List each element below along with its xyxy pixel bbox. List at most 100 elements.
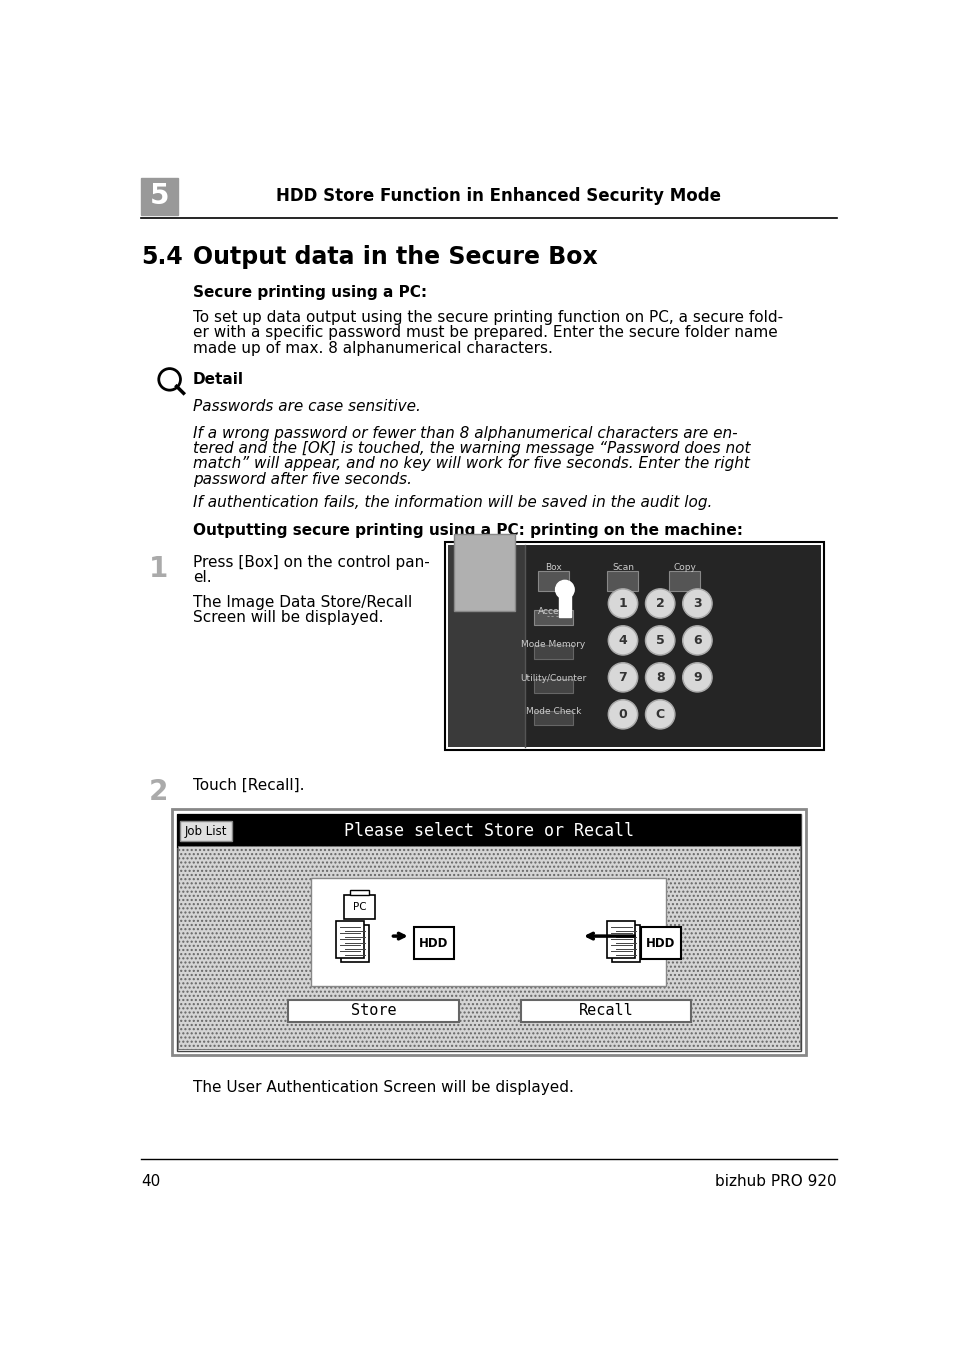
Bar <box>311 879 666 986</box>
Circle shape <box>645 589 674 618</box>
Bar <box>444 542 823 750</box>
Bar <box>669 571 700 591</box>
Text: Store: Store <box>351 1003 395 1018</box>
Text: 1: 1 <box>618 598 627 610</box>
Text: If authentication fails, the information will be saved in the audit log.: If authentication fails, the information… <box>193 495 712 510</box>
Text: HDD: HDD <box>645 937 675 949</box>
Bar <box>607 571 638 591</box>
Circle shape <box>646 627 673 653</box>
Text: Mode Check: Mode Check <box>525 707 580 717</box>
Text: Access: Access <box>537 607 568 617</box>
Text: password after five seconds.: password after five seconds. <box>193 472 412 487</box>
Bar <box>176 814 801 1051</box>
Text: Screen will be displayed.: Screen will be displayed. <box>193 610 383 626</box>
Text: To set up data output using the secure printing function on PC, a secure fold-: To set up data output using the secure p… <box>193 310 782 324</box>
Circle shape <box>682 626 711 654</box>
Text: Scan: Scan <box>612 564 634 572</box>
Circle shape <box>608 589 637 618</box>
Text: Touch [Recall].: Touch [Recall]. <box>193 779 304 794</box>
Text: 2: 2 <box>655 598 664 610</box>
Text: tered and the [OK] is touched, the warning message “Password does not: tered and the [OK] is touched, the warni… <box>193 441 750 456</box>
Text: 40: 40 <box>141 1174 160 1188</box>
Bar <box>612 925 639 961</box>
Text: 9: 9 <box>693 671 701 684</box>
Text: 5: 5 <box>655 634 664 646</box>
Bar <box>525 545 821 746</box>
Text: Recall: Recall <box>578 1003 633 1018</box>
Bar <box>340 925 369 961</box>
Bar <box>558 594 571 617</box>
Bar <box>534 679 572 692</box>
Bar <box>520 1000 691 1022</box>
Text: C: C <box>655 708 664 721</box>
Circle shape <box>646 591 673 617</box>
Bar <box>344 895 375 919</box>
Circle shape <box>683 664 710 691</box>
Text: 8: 8 <box>656 671 664 684</box>
Circle shape <box>608 700 637 729</box>
Circle shape <box>609 591 636 617</box>
Text: 2: 2 <box>149 779 168 806</box>
Text: HDD Store Function in Enhanced Security Mode: HDD Store Function in Enhanced Security … <box>276 187 720 206</box>
Bar <box>179 822 233 841</box>
Bar <box>640 927 680 959</box>
Text: Passwords are case sensitive.: Passwords are case sensitive. <box>193 399 420 415</box>
Text: bizhub PRO 920: bizhub PRO 920 <box>715 1174 836 1188</box>
Circle shape <box>683 591 710 617</box>
Bar <box>414 927 454 959</box>
Bar <box>447 545 821 746</box>
Circle shape <box>682 589 711 618</box>
Bar <box>172 808 805 1056</box>
Text: Secure printing using a PC:: Secure printing using a PC: <box>193 285 427 300</box>
Text: Outputting secure printing using a PC: printing on the machine:: Outputting secure printing using a PC: p… <box>193 523 742 538</box>
Text: 5.4: 5.4 <box>141 246 183 269</box>
Circle shape <box>646 702 673 727</box>
Bar <box>178 846 799 1049</box>
Text: PC: PC <box>353 902 366 911</box>
Text: 5: 5 <box>150 183 169 210</box>
Text: Copy: Copy <box>673 564 696 572</box>
Text: made up of max. 8 alphanumerical characters.: made up of max. 8 alphanumerical charact… <box>193 341 552 356</box>
Text: Job List: Job List <box>185 825 227 838</box>
Circle shape <box>645 700 674 729</box>
Text: The User Authentication Screen will be displayed.: The User Authentication Screen will be d… <box>193 1080 573 1095</box>
Text: Output data in the Secure Box: Output data in the Secure Box <box>193 246 597 269</box>
Bar <box>335 921 364 957</box>
Circle shape <box>609 702 636 727</box>
Circle shape <box>609 664 636 691</box>
Circle shape <box>683 627 710 653</box>
Text: ---: --- <box>545 612 560 621</box>
Circle shape <box>555 580 574 599</box>
Bar <box>141 177 178 215</box>
Bar <box>176 814 801 848</box>
Circle shape <box>608 626 637 654</box>
Text: 1: 1 <box>149 554 168 583</box>
Bar <box>607 921 635 957</box>
Bar <box>288 1000 458 1022</box>
Bar <box>178 846 799 1049</box>
Text: 3: 3 <box>693 598 701 610</box>
Text: If a wrong password or fewer than 8 alphanumerical characters are en-: If a wrong password or fewer than 8 alph… <box>193 426 737 441</box>
Text: Please select Store or Recall: Please select Store or Recall <box>344 822 633 840</box>
Text: Press [Box] on the control pan-: Press [Box] on the control pan- <box>193 554 429 571</box>
Text: 7: 7 <box>618 671 627 684</box>
Text: 0: 0 <box>618 708 627 721</box>
Bar <box>447 545 525 746</box>
Text: HDD: HDD <box>418 937 448 949</box>
Text: match” will appear, and no key will work for five seconds. Enter the right: match” will appear, and no key will work… <box>193 457 749 472</box>
Circle shape <box>682 662 711 692</box>
Circle shape <box>608 662 637 692</box>
Text: 6: 6 <box>693 634 701 646</box>
Bar <box>454 534 514 611</box>
Text: Box: Box <box>544 564 561 572</box>
Bar <box>534 610 572 625</box>
Bar <box>537 571 568 591</box>
Text: 4: 4 <box>618 634 627 646</box>
Bar <box>534 711 572 725</box>
Text: el.: el. <box>193 571 212 585</box>
Text: Mode Memory: Mode Memory <box>520 641 585 649</box>
Bar <box>350 890 369 895</box>
Text: The Image Data Store/Recall: The Image Data Store/Recall <box>193 595 412 610</box>
Text: Detail: Detail <box>193 372 244 387</box>
Bar <box>534 645 572 658</box>
